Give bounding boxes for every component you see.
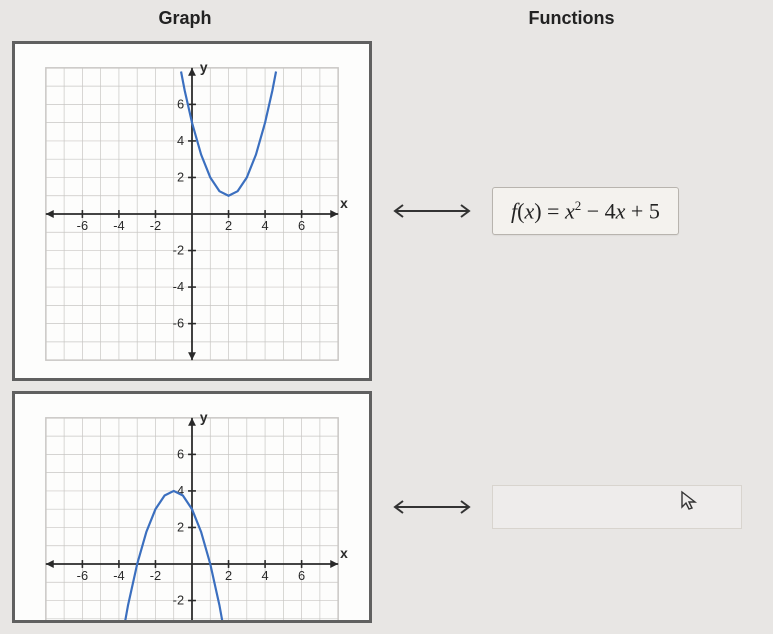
svg-text:-2: -2 [173,242,184,257]
svg-text:-2: -2 [150,218,161,233]
svg-text:-2: -2 [150,568,161,583]
cursor-icon [679,490,701,512]
function-box-1[interactable]: f(x) = x2 − 4x + 5 [492,187,679,235]
fn1-t1b: x [565,198,575,223]
graph-svg-2: -6-4-2246-6-4-2246xy [27,406,357,623]
svg-text:-6: -6 [173,316,184,331]
svg-text:2: 2 [177,169,184,184]
header-graph: Graph [0,8,370,29]
svg-text:6: 6 [298,218,305,233]
svg-text:6: 6 [298,568,305,583]
match-arrow-1[interactable] [372,201,492,221]
header-functions: Functions [370,8,773,29]
svg-text:-2: -2 [173,592,184,607]
function-slot-2[interactable] [492,485,742,529]
svg-text:-4: -4 [173,279,184,294]
svg-text:4: 4 [262,218,269,233]
svg-text:x: x [340,195,348,211]
fn1-var: x [524,198,534,223]
svg-text:6: 6 [177,96,184,111]
svg-text:y: y [200,409,208,425]
svg-text:y: y [200,59,208,75]
graph-panel-2: -6-4-2246-6-4-2246xy [12,391,372,623]
fn1-close: ) [534,198,541,223]
svg-text:2: 2 [225,218,232,233]
svg-text:-4: -4 [113,568,124,583]
fn1-op2: + 5 [625,198,659,223]
svg-text:4: 4 [177,133,184,148]
double-arrow-icon [387,497,477,517]
match-arrow-2[interactable] [372,497,492,517]
svg-text:x: x [340,545,348,561]
fn1-op1: − 4 [581,198,615,223]
svg-text:6: 6 [177,446,184,461]
fn1-eq: = [542,198,565,223]
svg-text:-4: -4 [113,218,124,233]
graph-panel-1: -6 -4 -2 2 4 6 -6 -4 -2 2 4 6 x y [12,41,372,381]
svg-text:2: 2 [177,519,184,534]
svg-text:4: 4 [262,568,269,583]
svg-text:-6: -6 [77,568,88,583]
svg-text:-6: -6 [77,218,88,233]
fn1-t2v: x [616,198,626,223]
graph-svg-1: -6 -4 -2 2 4 6 -6 -4 -2 2 4 6 x y [27,56,357,372]
double-arrow-icon [387,201,477,221]
svg-text:2: 2 [225,568,232,583]
